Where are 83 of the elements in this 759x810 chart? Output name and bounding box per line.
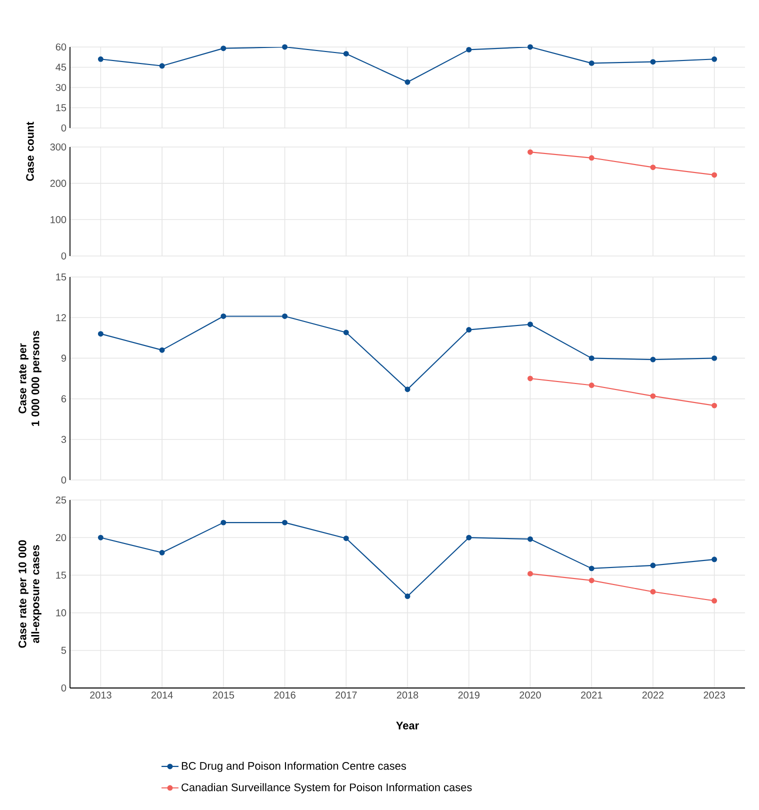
point — [712, 556, 718, 562]
y-tick-label: 300 — [50, 143, 66, 151]
y-tick-label: 0 — [61, 476, 66, 484]
y-tick-label: 12 — [56, 314, 66, 322]
point — [712, 172, 718, 178]
point — [466, 46, 472, 52]
x-tick-label: 2015 — [212, 692, 234, 699]
x-tick-label: 2018 — [396, 692, 418, 699]
point — [527, 322, 533, 328]
point — [404, 594, 410, 599]
point — [650, 589, 656, 594]
legend-label: BC Drug and Poison Information Centre cases — [182, 762, 406, 772]
point — [588, 578, 594, 584]
y-tick-label: 100 — [50, 216, 66, 224]
y-axis-title: Case count — [26, 122, 34, 181]
point — [98, 534, 104, 540]
y-tick-label: 0 — [61, 252, 66, 260]
point — [404, 386, 410, 392]
point — [282, 314, 288, 319]
point — [343, 536, 349, 542]
point — [404, 79, 410, 85]
point — [527, 149, 533, 155]
point — [650, 356, 656, 362]
point — [712, 56, 718, 62]
point — [527, 536, 533, 542]
x-tick-label: 2020 — [520, 692, 541, 699]
y-tick-label: 0 — [61, 124, 66, 132]
y-tick-label: 15 — [56, 104, 66, 112]
y-tick-label: 3 — [61, 436, 66, 443]
y-tick-label: 30 — [56, 84, 66, 92]
point — [712, 355, 718, 361]
x-tick-label: 2022 — [642, 692, 664, 699]
y-tick-label: 20 — [56, 534, 66, 542]
point — [527, 570, 533, 576]
point — [159, 63, 165, 69]
y-tick-label: 60 — [56, 43, 66, 51]
point — [220, 314, 226, 319]
point — [220, 520, 226, 526]
point — [98, 56, 104, 62]
y-axis-title: Case rate per 10 000 all-exposure cases — [18, 540, 42, 648]
x-tick-label: 2014 — [151, 692, 173, 699]
point — [527, 44, 533, 50]
y-tick-label: 5 — [61, 646, 66, 654]
y-axis-title: Case rate per 1 000 000 persons — [18, 330, 42, 426]
y-tick-label: 10 — [56, 609, 66, 616]
x-tick-label: 2017 — [336, 692, 357, 699]
x-axis-title: Year — [396, 722, 419, 730]
point — [650, 562, 656, 568]
point — [650, 59, 656, 65]
x-tick-label: 2023 — [704, 692, 725, 699]
point — [588, 382, 594, 388]
point — [712, 402, 718, 408]
point — [588, 155, 594, 161]
point — [588, 355, 594, 361]
point — [343, 50, 349, 56]
y-tick-label: 15 — [56, 572, 66, 579]
x-tick-label: 2019 — [458, 692, 480, 699]
x-tick-label: 2021 — [581, 692, 602, 699]
point — [159, 550, 165, 556]
legend-label: Canadian Surveillance System for Poison Information cases — [182, 783, 472, 794]
y-tick-label: 9 — [61, 354, 66, 362]
point — [650, 393, 656, 399]
y-tick-label: 45 — [56, 64, 66, 71]
x-tick-label: 2016 — [274, 692, 296, 699]
y-tick-label: 15 — [56, 274, 66, 280]
point — [343, 330, 349, 336]
y-tick-label: 25 — [56, 496, 66, 504]
point — [220, 46, 226, 52]
point — [712, 598, 718, 604]
point — [466, 327, 472, 333]
point — [650, 164, 656, 170]
y-tick-label: 200 — [50, 180, 66, 187]
point — [282, 520, 288, 526]
point — [98, 331, 104, 337]
point — [282, 44, 288, 50]
x-tick-label: 2013 — [90, 692, 112, 699]
y-tick-label: 6 — [61, 395, 66, 402]
point — [588, 566, 594, 572]
point — [588, 60, 594, 66]
point — [527, 376, 533, 382]
point — [159, 347, 165, 353]
y-tick-label: 0 — [61, 684, 66, 692]
point — [466, 534, 472, 540]
